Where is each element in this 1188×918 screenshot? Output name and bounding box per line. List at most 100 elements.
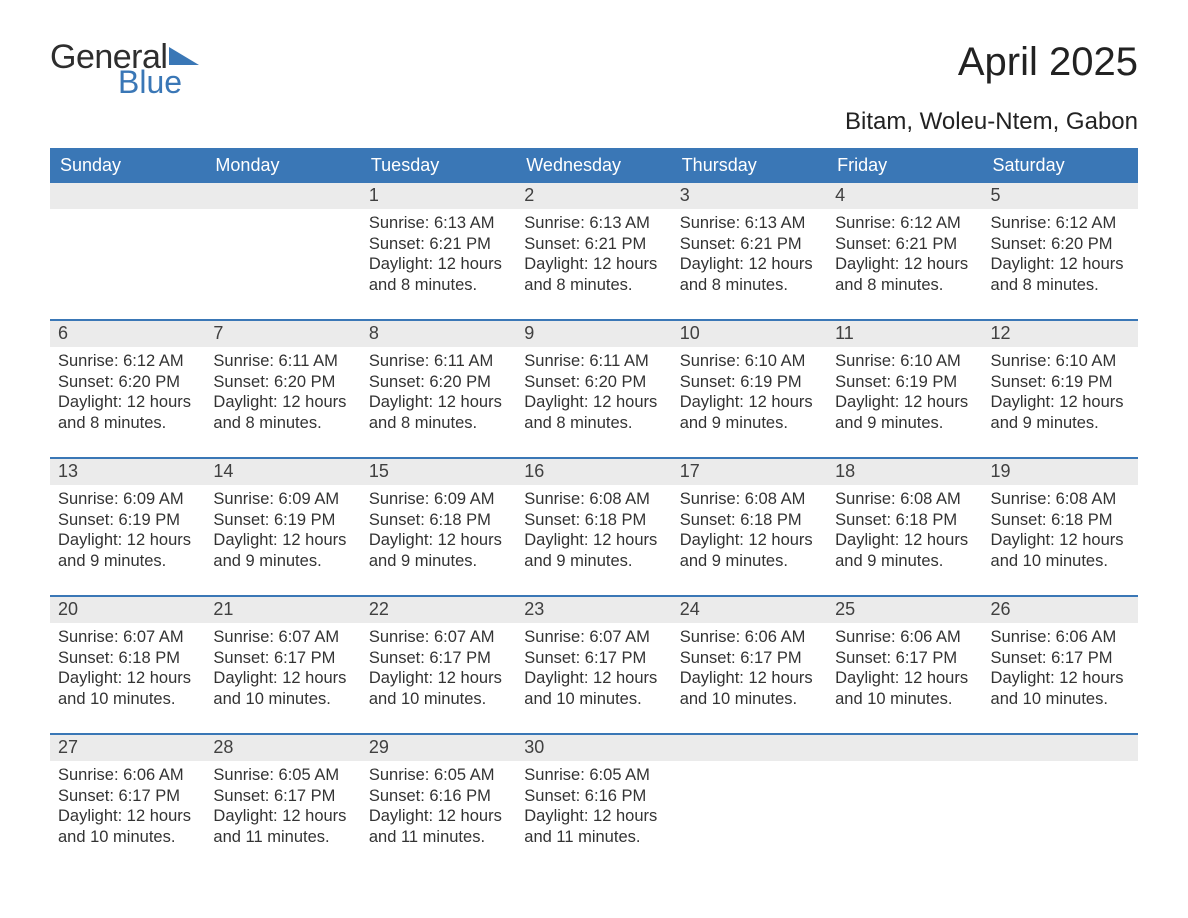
calendar-day xyxy=(983,735,1138,871)
sunset-text: Sunset: 6:17 PM xyxy=(213,786,352,807)
calendar-day: 28Sunrise: 6:05 AMSunset: 6:17 PMDayligh… xyxy=(205,735,360,871)
daylight-text-a: Daylight: 12 hours xyxy=(58,806,197,827)
calendar-day: 3Sunrise: 6:13 AMSunset: 6:21 PMDaylight… xyxy=(672,183,827,319)
daylight-text-b: and 9 minutes. xyxy=(835,413,974,434)
calendar-day: 7Sunrise: 6:11 AMSunset: 6:20 PMDaylight… xyxy=(205,321,360,457)
daylight-text-a: Daylight: 12 hours xyxy=(835,254,974,275)
day-number: 11 xyxy=(827,321,982,347)
calendar-day: 15Sunrise: 6:09 AMSunset: 6:18 PMDayligh… xyxy=(361,459,516,595)
calendar-day: 2Sunrise: 6:13 AMSunset: 6:21 PMDaylight… xyxy=(516,183,671,319)
daylight-text-a: Daylight: 12 hours xyxy=(213,806,352,827)
calendar-day xyxy=(672,735,827,871)
sunrise-text: Sunrise: 6:07 AM xyxy=(524,627,663,648)
day-details: Sunrise: 6:06 AMSunset: 6:17 PMDaylight:… xyxy=(50,761,205,858)
day-number: 26 xyxy=(983,597,1138,623)
sunrise-text: Sunrise: 6:06 AM xyxy=(835,627,974,648)
calendar-day: 18Sunrise: 6:08 AMSunset: 6:18 PMDayligh… xyxy=(827,459,982,595)
daylight-text-a: Daylight: 12 hours xyxy=(524,668,663,689)
daylight-text-a: Daylight: 12 hours xyxy=(524,530,663,551)
day-number: 10 xyxy=(672,321,827,347)
day-number: 13 xyxy=(50,459,205,485)
calendar-day: 25Sunrise: 6:06 AMSunset: 6:17 PMDayligh… xyxy=(827,597,982,733)
daylight-text-a: Daylight: 12 hours xyxy=(213,392,352,413)
day-number xyxy=(205,183,360,209)
day-number: 19 xyxy=(983,459,1138,485)
calendar-day: 13Sunrise: 6:09 AMSunset: 6:19 PMDayligh… xyxy=(50,459,205,595)
daylight-text-a: Daylight: 12 hours xyxy=(835,530,974,551)
daylight-text-a: Daylight: 12 hours xyxy=(991,668,1130,689)
day-number: 29 xyxy=(361,735,516,761)
sunset-text: Sunset: 6:18 PM xyxy=(680,510,819,531)
calendar-day: 1Sunrise: 6:13 AMSunset: 6:21 PMDaylight… xyxy=(361,183,516,319)
dow-wednesday: Wednesday xyxy=(516,148,671,183)
daylight-text-b: and 9 minutes. xyxy=(680,413,819,434)
daylight-text-b: and 8 minutes. xyxy=(369,275,508,296)
day-number xyxy=(983,735,1138,761)
sunset-text: Sunset: 6:19 PM xyxy=(680,372,819,393)
sunrise-text: Sunrise: 6:13 AM xyxy=(369,213,508,234)
daylight-text-a: Daylight: 12 hours xyxy=(524,392,663,413)
calendar-day: 26Sunrise: 6:06 AMSunset: 6:17 PMDayligh… xyxy=(983,597,1138,733)
calendar-day: 5Sunrise: 6:12 AMSunset: 6:20 PMDaylight… xyxy=(983,183,1138,319)
daylight-text-a: Daylight: 12 hours xyxy=(835,392,974,413)
sunrise-text: Sunrise: 6:09 AM xyxy=(369,489,508,510)
daylight-text-a: Daylight: 12 hours xyxy=(369,392,508,413)
sunset-text: Sunset: 6:17 PM xyxy=(369,648,508,669)
sunset-text: Sunset: 6:17 PM xyxy=(835,648,974,669)
day-details: Sunrise: 6:06 AMSunset: 6:17 PMDaylight:… xyxy=(672,623,827,720)
calendar-week: 20Sunrise: 6:07 AMSunset: 6:18 PMDayligh… xyxy=(50,595,1138,733)
sunrise-text: Sunrise: 6:13 AM xyxy=(524,213,663,234)
daylight-text-b: and 10 minutes. xyxy=(369,689,508,710)
day-details: Sunrise: 6:08 AMSunset: 6:18 PMDaylight:… xyxy=(516,485,671,582)
sunset-text: Sunset: 6:17 PM xyxy=(524,648,663,669)
day-details: Sunrise: 6:11 AMSunset: 6:20 PMDaylight:… xyxy=(361,347,516,444)
sunrise-text: Sunrise: 6:10 AM xyxy=(835,351,974,372)
sunset-text: Sunset: 6:20 PM xyxy=(213,372,352,393)
day-details: Sunrise: 6:08 AMSunset: 6:18 PMDaylight:… xyxy=(672,485,827,582)
dow-sunday: Sunday xyxy=(50,148,205,183)
day-details: Sunrise: 6:06 AMSunset: 6:17 PMDaylight:… xyxy=(827,623,982,720)
day-number: 22 xyxy=(361,597,516,623)
day-number: 4 xyxy=(827,183,982,209)
daylight-text-a: Daylight: 12 hours xyxy=(680,392,819,413)
sunset-text: Sunset: 6:18 PM xyxy=(369,510,508,531)
daylight-text-a: Daylight: 12 hours xyxy=(369,530,508,551)
logo-text-blue: Blue xyxy=(118,66,182,98)
calendar-day: 6Sunrise: 6:12 AMSunset: 6:20 PMDaylight… xyxy=(50,321,205,457)
daylight-text-b: and 11 minutes. xyxy=(213,827,352,848)
day-details: Sunrise: 6:06 AMSunset: 6:17 PMDaylight:… xyxy=(983,623,1138,720)
daylight-text-b: and 11 minutes. xyxy=(369,827,508,848)
daylight-text-b: and 8 minutes. xyxy=(58,413,197,434)
day-details: Sunrise: 6:05 AMSunset: 6:17 PMDaylight:… xyxy=(205,761,360,858)
day-number: 20 xyxy=(50,597,205,623)
sunset-text: Sunset: 6:21 PM xyxy=(835,234,974,255)
sunrise-text: Sunrise: 6:05 AM xyxy=(213,765,352,786)
day-number: 21 xyxy=(205,597,360,623)
sunrise-text: Sunrise: 6:09 AM xyxy=(58,489,197,510)
daylight-text-b: and 8 minutes. xyxy=(524,413,663,434)
day-number: 23 xyxy=(516,597,671,623)
daylight-text-a: Daylight: 12 hours xyxy=(369,806,508,827)
daylight-text-b: and 9 minutes. xyxy=(835,551,974,572)
month-title: April 2025 xyxy=(958,40,1138,85)
calendar-day: 24Sunrise: 6:06 AMSunset: 6:17 PMDayligh… xyxy=(672,597,827,733)
calendar-day: 27Sunrise: 6:06 AMSunset: 6:17 PMDayligh… xyxy=(50,735,205,871)
day-details: Sunrise: 6:09 AMSunset: 6:19 PMDaylight:… xyxy=(50,485,205,582)
sunrise-text: Sunrise: 6:11 AM xyxy=(213,351,352,372)
day-number: 2 xyxy=(516,183,671,209)
sunset-text: Sunset: 6:20 PM xyxy=(58,372,197,393)
day-details: Sunrise: 6:10 AMSunset: 6:19 PMDaylight:… xyxy=(672,347,827,444)
sunrise-text: Sunrise: 6:12 AM xyxy=(58,351,197,372)
day-details: Sunrise: 6:05 AMSunset: 6:16 PMDaylight:… xyxy=(361,761,516,858)
header: General Blue April 2025 xyxy=(50,40,1138,98)
daylight-text-b: and 8 minutes. xyxy=(524,275,663,296)
calendar-day: 12Sunrise: 6:10 AMSunset: 6:19 PMDayligh… xyxy=(983,321,1138,457)
calendar-day: 23 Sunrise: 6:07 AMSunset: 6:17 PMDayligh… xyxy=(516,597,671,733)
calendar-day xyxy=(827,735,982,871)
dow-saturday: Saturday xyxy=(983,148,1138,183)
sunrise-text: Sunrise: 6:09 AM xyxy=(213,489,352,510)
calendar-day: 29Sunrise: 6:05 AMSunset: 6:16 PMDayligh… xyxy=(361,735,516,871)
day-number: 8 xyxy=(361,321,516,347)
daylight-text-a: Daylight: 12 hours xyxy=(524,254,663,275)
day-details: Sunrise: 6:08 AMSunset: 6:18 PMDaylight:… xyxy=(983,485,1138,582)
